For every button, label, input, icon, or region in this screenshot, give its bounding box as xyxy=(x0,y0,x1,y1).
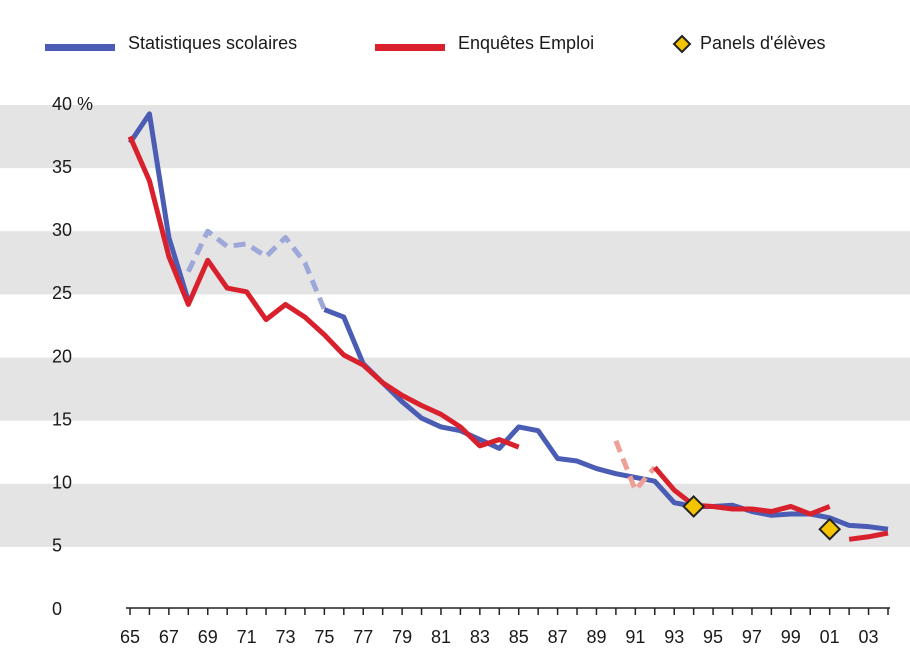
y-tick-label: 35 xyxy=(52,157,72,177)
x-tick-label: 99 xyxy=(781,627,801,647)
x-tick-label: 91 xyxy=(625,627,645,647)
legend-label: Panels d'élèves xyxy=(700,33,826,53)
y-tick-label: 40 % xyxy=(52,94,93,114)
marker xyxy=(682,495,706,518)
x-tick-label: 87 xyxy=(548,627,568,647)
y-tick-label: 5 xyxy=(52,536,62,556)
x-tick-label: 75 xyxy=(314,627,334,647)
x-tick-label: 73 xyxy=(275,627,295,647)
x-tick-label: 01 xyxy=(820,627,840,647)
x-tick-label: 67 xyxy=(159,627,179,647)
y-tick-label: 30 xyxy=(52,220,72,240)
y-tick-label: 25 xyxy=(52,283,72,303)
line xyxy=(848,530,889,542)
x-tick-label: 89 xyxy=(586,627,606,647)
legend-label: Enquêtes Emploi xyxy=(458,33,594,53)
grid-band xyxy=(0,231,910,295)
legend-swatch xyxy=(45,44,115,51)
legend-swatch xyxy=(672,34,692,54)
x-tick-label: 71 xyxy=(237,627,257,647)
y-tick-label: 0 xyxy=(52,599,62,619)
legend-swatch xyxy=(375,44,445,51)
x-tick-label: 03 xyxy=(859,627,879,647)
y-tick-label: 20 xyxy=(52,346,72,366)
x-tick-label: 77 xyxy=(353,627,373,647)
grid-band xyxy=(0,357,910,421)
line xyxy=(127,111,889,532)
x-tick-label: 85 xyxy=(509,627,529,647)
dashed-line xyxy=(613,439,657,493)
y-tick-label: 15 xyxy=(52,409,72,429)
x-tick-label: 79 xyxy=(392,627,412,647)
x-tick-label: 95 xyxy=(703,627,723,647)
x-tick-label: 83 xyxy=(470,627,490,647)
x-tick-label: 97 xyxy=(742,627,762,647)
line xyxy=(127,135,831,517)
x-tick-label: 65 xyxy=(120,627,140,647)
y-tick-label: 10 xyxy=(52,473,72,493)
dashed-line xyxy=(186,228,327,311)
x-tick-label: 93 xyxy=(664,627,684,647)
legend-label: Statistiques scolaires xyxy=(128,33,297,53)
marker xyxy=(818,517,842,541)
x-tick-label: 81 xyxy=(431,627,451,647)
x-tick-label: 69 xyxy=(198,627,218,647)
